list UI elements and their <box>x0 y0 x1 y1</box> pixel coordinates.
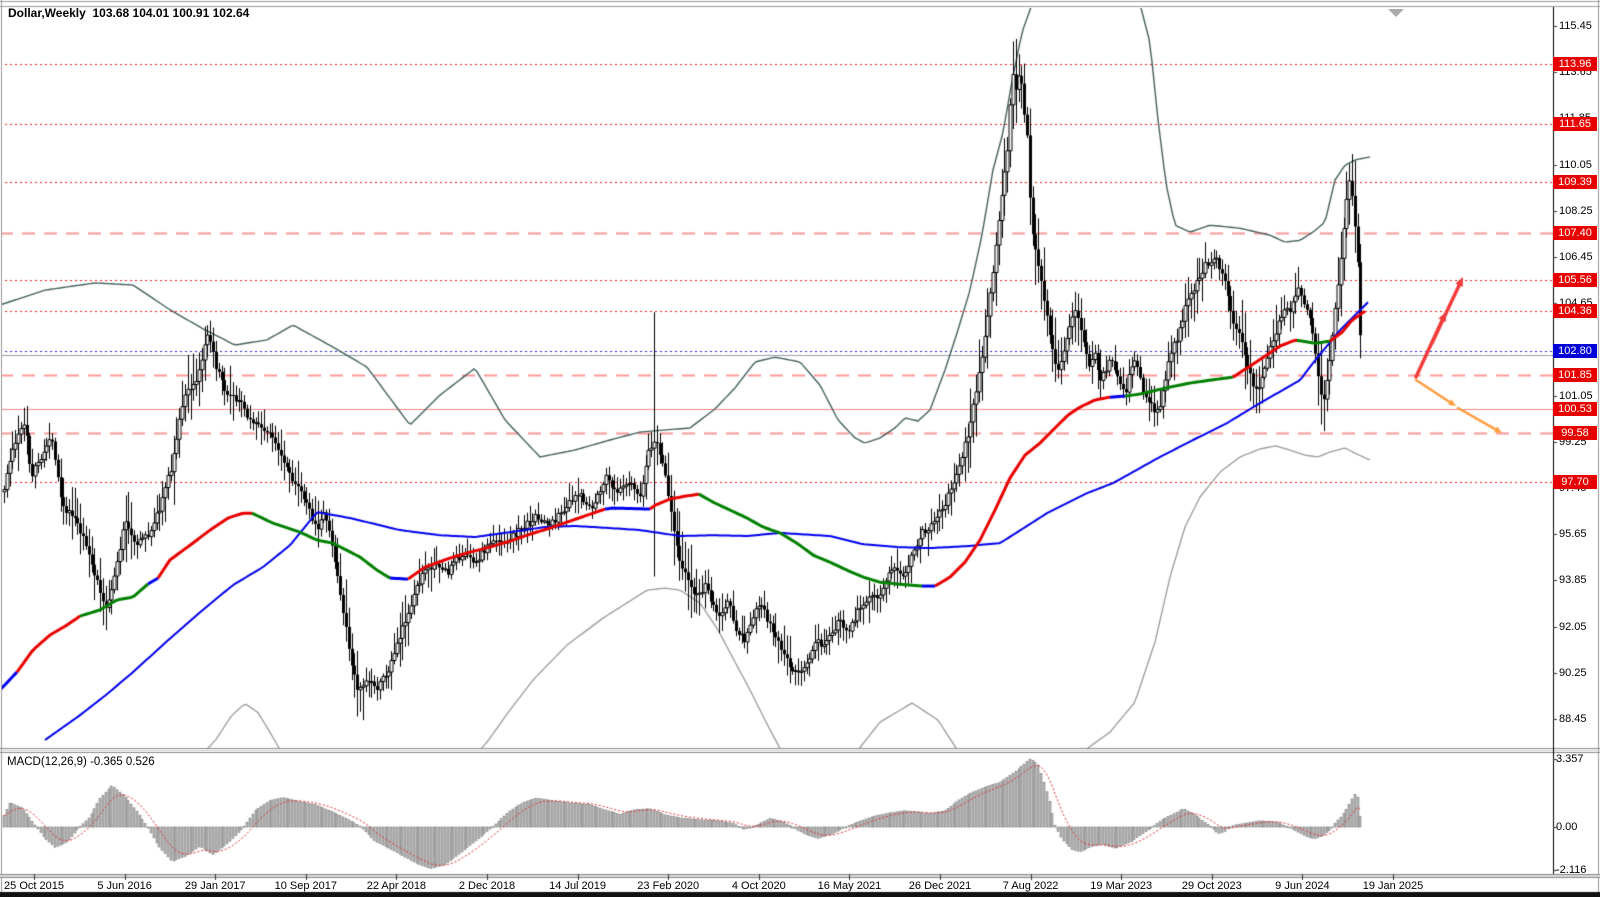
price-level-flag: 113.96 <box>1553 57 1597 72</box>
price-tick-label: 88.45 <box>1559 713 1587 725</box>
date-label: 19 Jan 2025 <box>1362 880 1424 892</box>
macd-indicator-label: MACD(12,26,9) -0.365 0.526 <box>7 756 155 768</box>
price-tick-label: 106.45 <box>1559 251 1593 263</box>
price-tick-label: 101.05 <box>1559 389 1593 402</box>
price-tick-label: 90.25 <box>1559 666 1587 679</box>
date-label: 10 Sep 2017 <box>274 880 337 892</box>
price-level-flag: 109.39 <box>1553 174 1597 189</box>
macd-tick-label: 0.00 <box>1556 821 1578 833</box>
macd-tick-label: 3.357 <box>1556 752 1584 765</box>
price-tick-label: 115.45 <box>1559 20 1592 32</box>
date-label: 4 Oct 2020 <box>731 880 786 892</box>
price-level-flag: 101.85 <box>1553 368 1597 383</box>
price-tick-label: 108.25 <box>1559 204 1593 217</box>
price-level-flag: 107.40 <box>1553 225 1597 240</box>
date-label: 29 Oct 2023 <box>1181 880 1242 892</box>
price-level-flag: 105.56 <box>1553 272 1597 287</box>
macd-tick-label: -2.116 <box>1556 863 1587 876</box>
date-label: 14 Jul 2019 <box>549 880 607 892</box>
price-level-flag: 102.80 <box>1553 343 1597 358</box>
chart-shift-marker[interactable] <box>1388 9 1404 17</box>
date-label: 26 Dec 2021 <box>908 880 972 892</box>
price-level-flag: 111.65 <box>1553 116 1597 131</box>
price-tick-label: 92.05 <box>1559 620 1587 633</box>
price-tick-label: 93.85 <box>1559 574 1587 587</box>
date-label: 7 Aug 2022 <box>1002 880 1059 892</box>
date-label: 16 May 2021 <box>817 880 882 892</box>
date-label: 5 Jun 2016 <box>97 880 152 892</box>
date-label: 23 Feb 2020 <box>637 880 700 892</box>
price-level-flag: 97.70 <box>1553 474 1597 489</box>
date-label: 25 Oct 2015 <box>4 880 64 892</box>
price-level-flag: 100.53 <box>1553 401 1597 416</box>
chart-symbol-title: Dollar,Weekly 103.68 104.01 100.91 102.6… <box>8 6 250 20</box>
price-tick-label: 110.05 <box>1559 158 1592 171</box>
date-label: 22 Apr 2018 <box>366 880 427 892</box>
price-level-flag: 104.36 <box>1553 303 1597 318</box>
date-label: 29 Jan 2017 <box>184 880 246 892</box>
price-level-flag: 99.58 <box>1553 426 1597 441</box>
date-label: 19 Mar 2023 <box>1090 880 1153 892</box>
date-label: 9 Jun 2024 <box>1275 880 1330 892</box>
date-label: 2 Dec 2018 <box>458 880 516 892</box>
price-tick-label: 95.65 <box>1559 528 1587 541</box>
